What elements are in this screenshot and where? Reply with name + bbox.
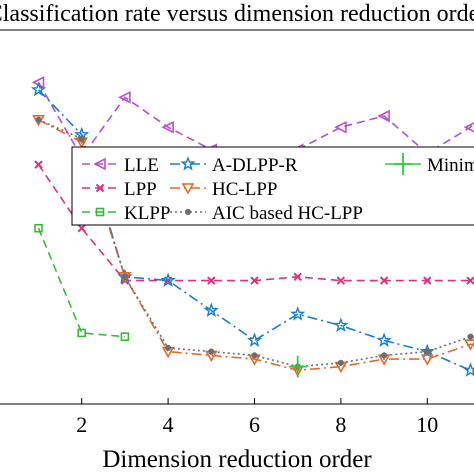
legend-marker: [95, 183, 105, 193]
legend-marker: [184, 208, 192, 216]
legend-marker: [394, 153, 412, 175]
data-point: [337, 359, 344, 366]
x-tick-label: 4: [163, 412, 174, 437]
data-point: [462, 362, 474, 377]
data-point: [334, 120, 347, 134]
data-point: [203, 302, 219, 318]
data-point: [161, 120, 174, 134]
series-minimum: [288, 355, 307, 378]
x-tick-label: 8: [335, 412, 346, 437]
data-point: [120, 332, 130, 341]
x-axis: 24681012: [76, 398, 438, 437]
legend-entry: HC-LPP: [170, 179, 277, 200]
data-point: [35, 116, 42, 123]
data-point: [290, 306, 306, 321]
series-klpp: [34, 223, 130, 341]
data-point: [293, 272, 302, 282]
series-aic-based-hc-lpp: [35, 116, 474, 370]
legend-marker: [93, 157, 106, 171]
legend-entry: LLE: [82, 155, 159, 176]
legend-label: LLE: [124, 155, 159, 176]
data-point: [424, 348, 431, 355]
x-tick-label: 10: [416, 412, 438, 437]
chart-title: Classification rate versus dimension red…: [0, 1, 474, 27]
data-point: [336, 276, 346, 285]
legend: LLE A-DLPP-R Minimum LPP HC-LPP KLPP AIC based…: [71, 146, 474, 226]
legend-box: [71, 146, 474, 226]
legend-entry: LPP: [82, 179, 157, 200]
data-point: [333, 317, 349, 332]
data-point: [208, 348, 215, 355]
data-point: [466, 276, 474, 285]
legend-label: A-DLPP-R: [212, 155, 298, 176]
x-tick-label: 2: [76, 412, 87, 437]
data-point: [77, 224, 86, 233]
data-point: [207, 276, 216, 285]
series-line: [38, 119, 474, 372]
data-point: [251, 352, 258, 359]
data-point: [121, 273, 129, 280]
legend-entry: A-DLPP-R: [170, 155, 298, 176]
legend-entry: AIC based HC-LPP: [170, 203, 363, 224]
data-point: [118, 91, 131, 104]
legend-label: Minimum: [427, 155, 474, 176]
legend-label: HC-LPP: [212, 179, 277, 200]
data-point: [463, 122, 474, 133]
data-point: [381, 352, 388, 359]
legend-entry: Minimum: [385, 153, 474, 176]
legend-marker: [180, 156, 196, 171]
data-point: [423, 276, 432, 285]
data-point: [288, 355, 307, 378]
data-point: [77, 328, 86, 338]
x-axis-label: Dimension reduction order: [102, 446, 372, 473]
data-point: [250, 276, 259, 285]
x-tick-label: 6: [249, 412, 260, 437]
chart-title-group: Classification rate versus dimension red…: [0, 1, 474, 27]
data-point: [464, 339, 474, 351]
data-point: [377, 109, 390, 123]
data-point: [467, 333, 474, 340]
legend-entry: KLPP: [82, 203, 170, 224]
legend-label: KLPP: [124, 203, 170, 224]
data-point: [376, 332, 392, 347]
data-point: [34, 160, 43, 169]
legend-label: LPP: [124, 179, 157, 200]
legend-label: AIC based HC-LPP: [212, 203, 363, 224]
data-point: [420, 354, 434, 366]
data-point: [160, 272, 176, 288]
data-point: [34, 223, 43, 233]
data-point: [165, 344, 172, 351]
legend-marker: [181, 183, 195, 195]
data-point: [30, 81, 47, 97]
series-line: [37, 164, 474, 282]
data-point: [78, 135, 85, 142]
data-point: [379, 276, 389, 285]
data-point: [246, 332, 263, 347]
legend-marker: [95, 207, 105, 217]
